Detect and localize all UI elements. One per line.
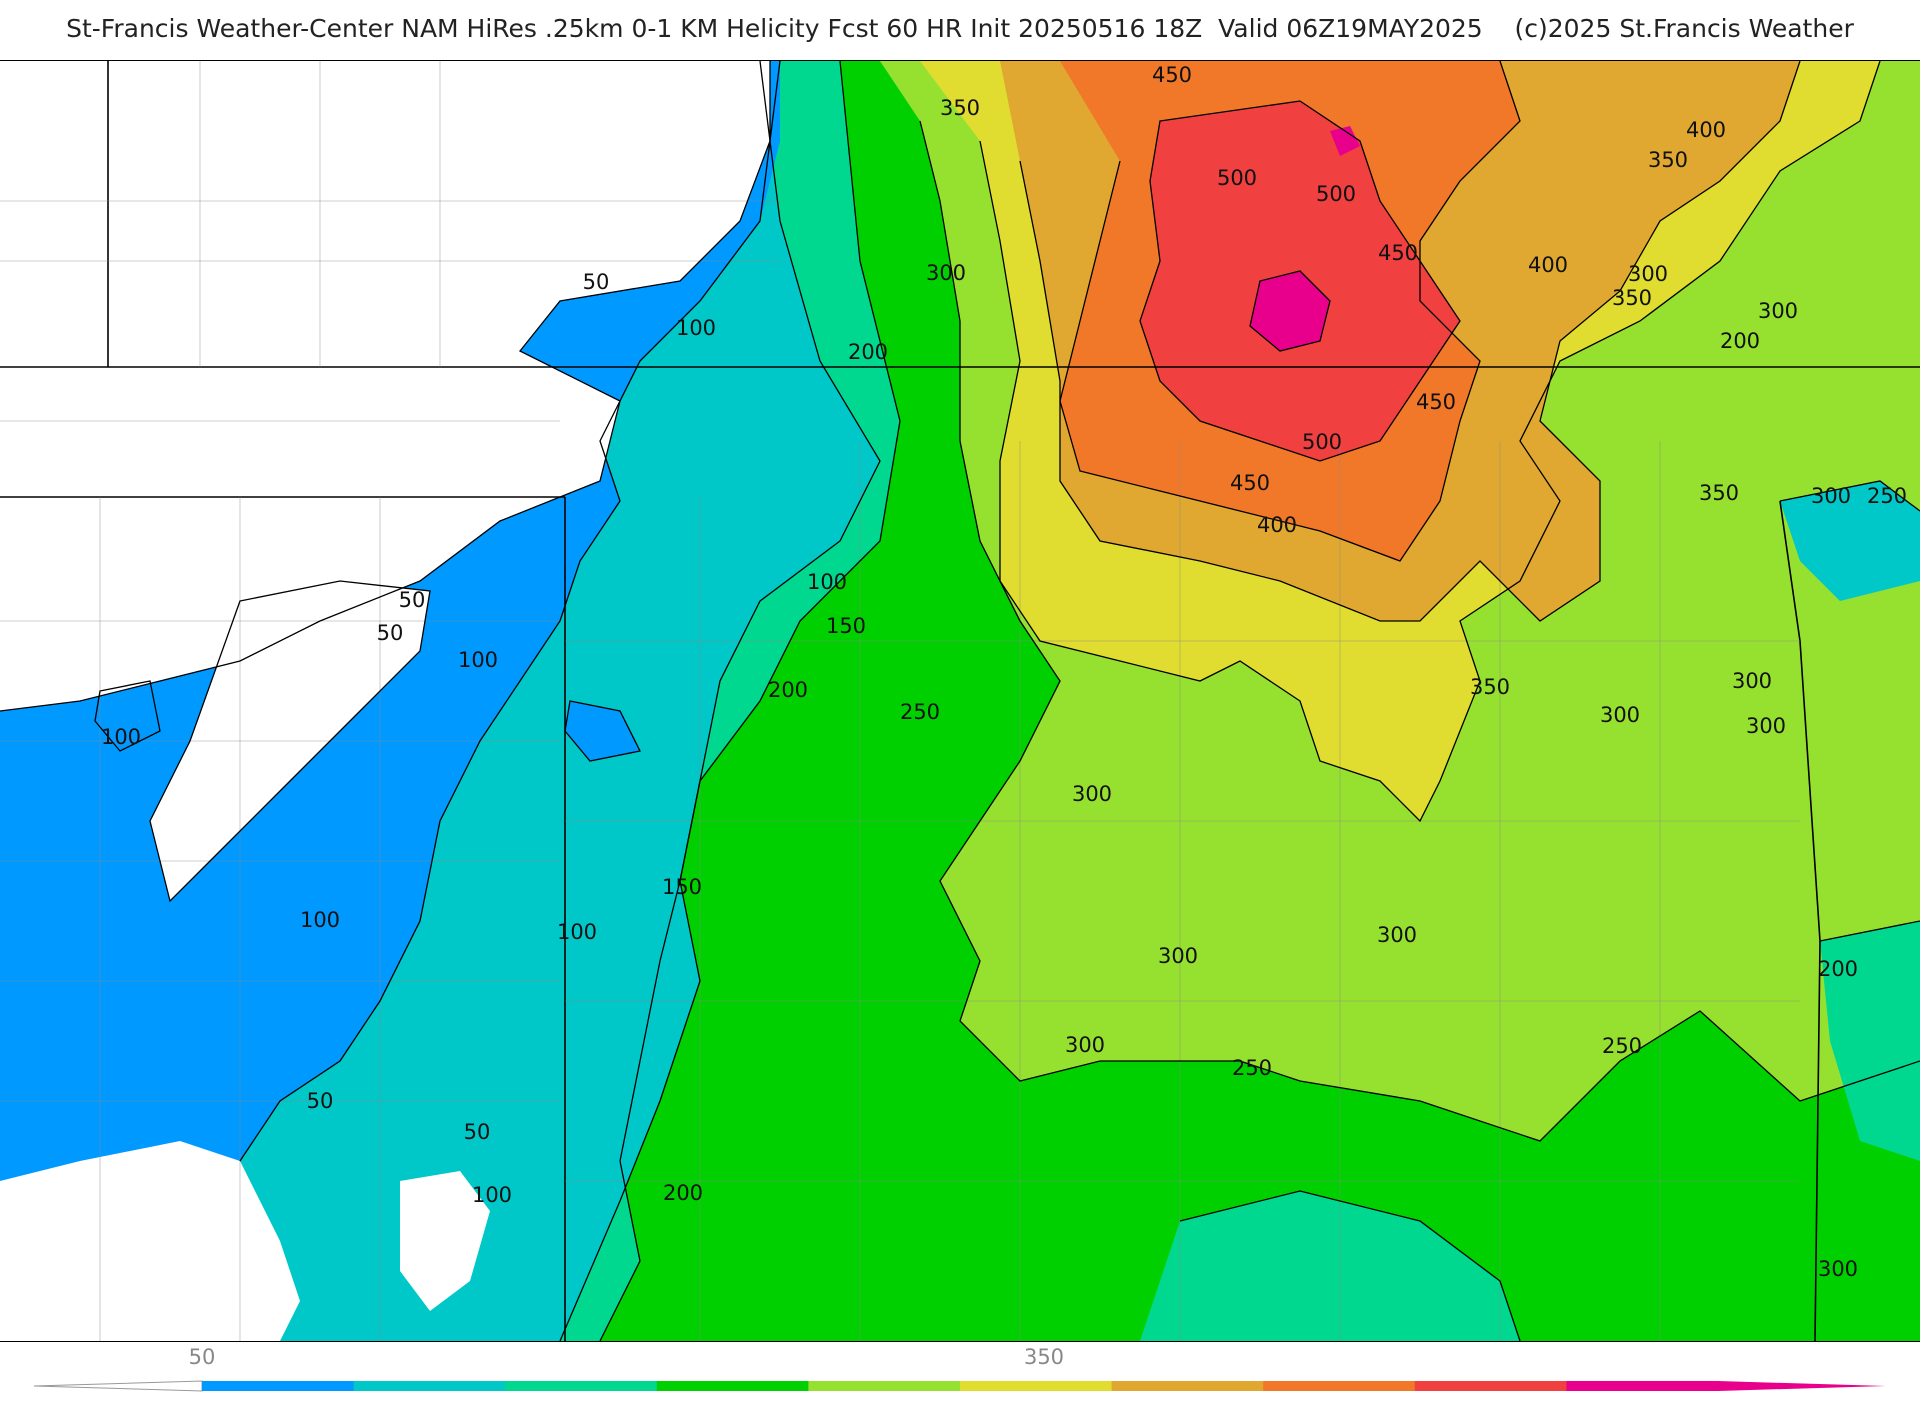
contour-label: 250: [900, 700, 940, 724]
colorbar: 50 350: [0, 1340, 1920, 1400]
contour-label: 50: [307, 1089, 334, 1113]
contour-label: 200: [848, 340, 888, 364]
colorbar-swatch: [202, 1381, 355, 1391]
contour-label: 400: [1686, 118, 1726, 142]
contour-label: 100: [458, 648, 498, 672]
contour-label: 300: [1072, 782, 1112, 806]
contour-label: 100: [101, 725, 141, 749]
field-550: [1330, 126, 1360, 156]
contour-label: 200: [768, 678, 808, 702]
field-lt50: [95, 681, 160, 751]
contour-label: 250: [1867, 484, 1907, 508]
colorbar-svg: 50 350: [33, 1345, 1886, 1392]
field-100: [1780, 481, 1920, 601]
contour-label: 300: [1377, 923, 1417, 947]
contour-label: 150: [662, 875, 702, 899]
contour-label: 300: [1065, 1033, 1105, 1057]
contour-label: 450: [1416, 390, 1456, 414]
contour-label: 350: [1612, 286, 1652, 310]
contour-lines: [0, 61, 1920, 1341]
colorbar-swatch: [1111, 1381, 1264, 1391]
contour-label: 300: [1732, 669, 1772, 693]
field-missing: [0, 61, 770, 711]
contour-label: 50: [583, 270, 610, 294]
contour-label: 300: [1811, 484, 1851, 508]
helicity-map-svg: 450 350 500 500 450 400 400 350 300 350 …: [0, 61, 1920, 1341]
contour-label: 300: [1158, 944, 1198, 968]
contour-label: 350: [940, 96, 980, 120]
field-missing: [0, 61, 100, 171]
colorbar-swatch: [808, 1381, 961, 1391]
colorbar-swatches: [202, 1381, 1719, 1391]
contour-label: 450: [1230, 471, 1270, 495]
colorbar-tick-label: 350: [1024, 1345, 1064, 1369]
colorbar-swatch: [656, 1381, 809, 1391]
contour-label: 300: [1600, 703, 1640, 727]
field-550: [1250, 271, 1330, 351]
contour-label-group: 450 350 500 500 450 400 400 350 300 350 …: [101, 63, 1907, 1281]
contour-label: 350: [1648, 148, 1688, 172]
colorbar-swatch: [1414, 1381, 1567, 1391]
contour-label: 200: [1818, 957, 1858, 981]
contour-label: 300: [926, 261, 966, 285]
contour-label: 150: [826, 614, 866, 638]
colorbar-swatch: [353, 1381, 506, 1391]
field-150: [1140, 1191, 1520, 1341]
contour-label: 50: [399, 588, 426, 612]
contour-label: 400: [1528, 253, 1568, 277]
colorbar-swatch: [960, 1381, 1113, 1391]
contour-label: 100: [676, 316, 716, 340]
contour-label: 50: [377, 621, 404, 645]
contour-label: 100: [557, 920, 597, 944]
colorbar-min-arrow: [33, 1380, 203, 1392]
contour-label: 300: [1746, 714, 1786, 738]
contour-label: 350: [1699, 481, 1739, 505]
field-missing: [0, 1141, 300, 1341]
contour-label: 100: [807, 570, 847, 594]
field-lt50: [565, 701, 640, 761]
helicity-map: 450 350 500 500 450 400 400 350 300 350 …: [0, 60, 1920, 1342]
contour-label: 250: [1232, 1056, 1272, 1080]
contour-label: 450: [1378, 241, 1418, 265]
colorbar-max-arrow: [1718, 1381, 1886, 1391]
field-missing: [400, 1171, 490, 1311]
contour-label: 450: [1152, 63, 1192, 87]
contour-label: 350: [1470, 675, 1510, 699]
contour-label: 250: [1602, 1034, 1642, 1058]
contour-label: 50: [464, 1120, 491, 1144]
colorbar-tick-label: 50: [189, 1345, 216, 1369]
contour-label: 300: [1818, 1257, 1858, 1281]
contour-label: 200: [663, 1181, 703, 1205]
contour-label: 400: [1257, 513, 1297, 537]
contour-label: 100: [300, 908, 340, 932]
colorbar-swatch: [1263, 1381, 1416, 1391]
contour-label: 300: [1628, 262, 1668, 286]
colorbar-swatch: [1566, 1381, 1719, 1391]
contour-label: 100: [472, 1183, 512, 1207]
contour-label: 300: [1758, 299, 1798, 323]
contour-label: 200: [1720, 329, 1760, 353]
contour-label: 500: [1217, 166, 1257, 190]
contour-label: 500: [1302, 430, 1342, 454]
contour-label: 500: [1316, 182, 1356, 206]
colorbar-swatch: [505, 1381, 658, 1391]
map-title: St-Francis Weather-Center NAM HiRes .25k…: [66, 14, 1854, 43]
field-150: [1820, 921, 1920, 1161]
